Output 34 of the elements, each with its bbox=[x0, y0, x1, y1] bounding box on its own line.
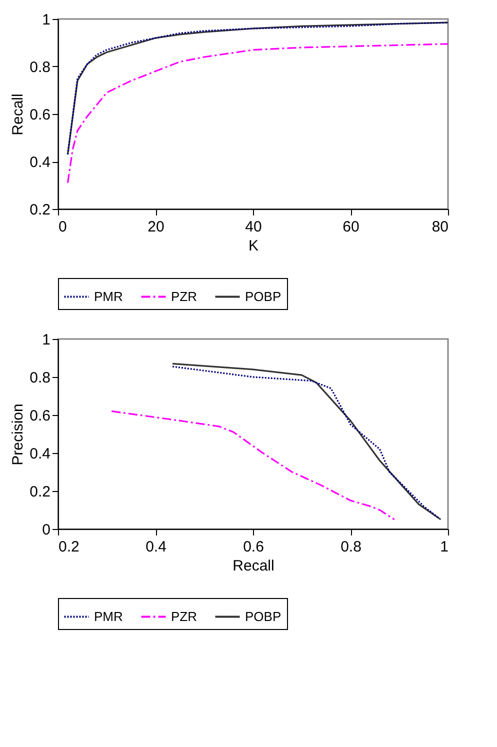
y-tick-label: 1 bbox=[42, 12, 50, 28]
x-tick-label: 60 bbox=[342, 218, 360, 236]
legend-label: PZR bbox=[171, 288, 197, 304]
x-tick-label: 0.2 bbox=[58, 538, 80, 556]
x-tick-label: 0 bbox=[58, 218, 67, 236]
x-tick-label: 0.6 bbox=[243, 538, 264, 556]
x-tick-label: 40 bbox=[245, 218, 262, 236]
y-tick-label: 0.2 bbox=[30, 484, 50, 500]
legend-label: PZR bbox=[171, 608, 197, 624]
y-tick-label: 0.2 bbox=[30, 202, 50, 218]
line-series bbox=[66, 22, 448, 156]
legend-label: PMR bbox=[94, 288, 123, 304]
y-tick-label: 0.8 bbox=[30, 59, 50, 76]
legend-label: POBP bbox=[245, 288, 282, 304]
x-axis-title: K bbox=[248, 238, 259, 254]
y-tick-label: 1 bbox=[42, 332, 50, 348]
y-axis-title: Recall bbox=[10, 94, 27, 136]
y-tick-label: 0.6 bbox=[30, 408, 50, 424]
y-tick-label: 0 bbox=[42, 522, 50, 538]
y-tick-label: 0.8 bbox=[30, 370, 50, 386]
x-tick-label: 0.8 bbox=[340, 538, 362, 556]
y-tick-label: 0.4 bbox=[30, 154, 50, 171]
x-tick-label: 1 bbox=[440, 538, 448, 556]
y-axis-title: Precision bbox=[10, 404, 27, 466]
legend-label: PMR bbox=[94, 608, 123, 624]
y-tick-label: 0.6 bbox=[30, 106, 50, 124]
x-axis-title: Recall bbox=[232, 558, 274, 574]
line-series bbox=[66, 43, 448, 184]
x-tick-label: 80 bbox=[432, 218, 448, 236]
x-tick-label: 20 bbox=[148, 218, 164, 236]
line-series bbox=[110, 410, 396, 520]
y-tick-label: 0.4 bbox=[30, 446, 50, 462]
x-tick-label: 0.4 bbox=[146, 538, 166, 556]
legend-label: POBP bbox=[245, 608, 282, 624]
